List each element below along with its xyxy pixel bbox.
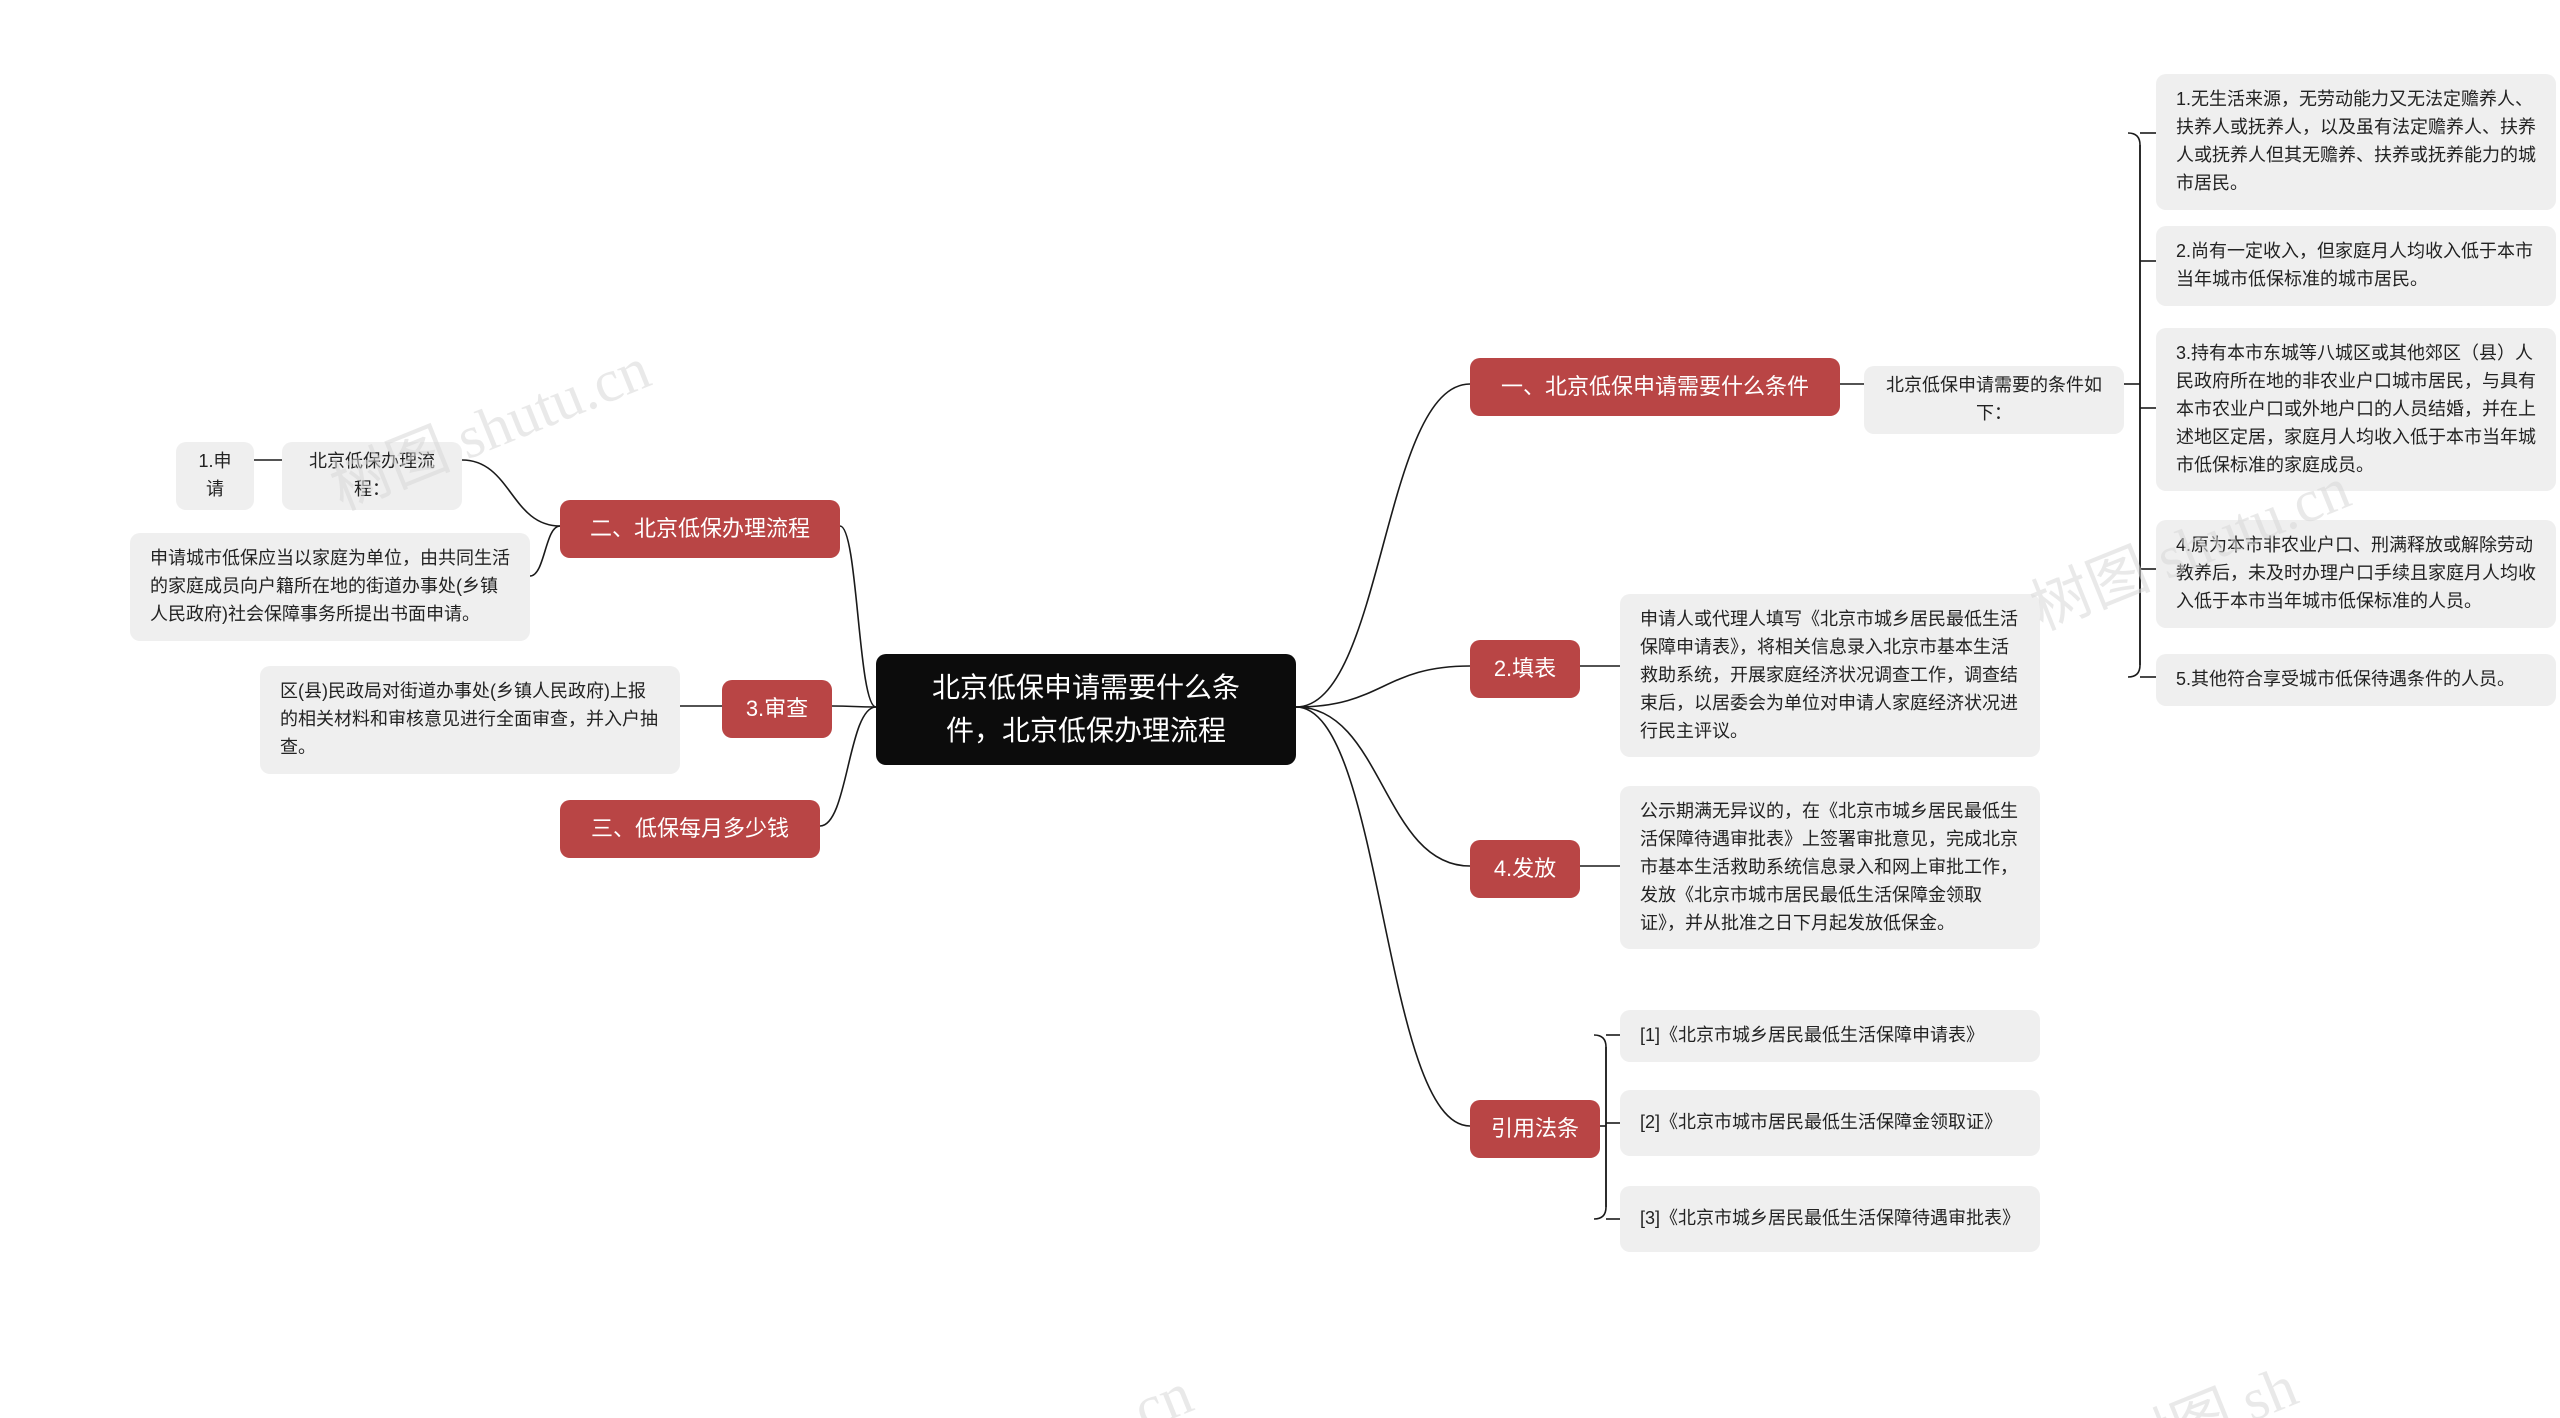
mindmap-leaf: [1]《北京市城乡居民最低生活保障申请表》: [1620, 1010, 2040, 1062]
mindmap-leaf: 申请城市低保应当以家庭为单位，由共同生活的家庭成员向户籍所在地的街道办事处(乡镇…: [130, 533, 530, 641]
mindmap-sub: 北京低保办理流程：: [282, 442, 462, 510]
mindmap-leaf: 5.其他符合享受城市低保待遇条件的人员。: [2156, 654, 2556, 706]
mindmap-branch: 2.填表: [1470, 640, 1580, 698]
mindmap-root: 北京低保申请需要什么条件，北京低保办理流程: [876, 654, 1296, 765]
mindmap-branch: 3.审查: [722, 680, 832, 738]
mindmap-leaf: 3.持有本市东城等八城区或其他郊区（县）人民政府所在地的非农业户口城市居民，与具…: [2156, 328, 2556, 491]
mindmap-branch: 引用法条: [1470, 1100, 1600, 1158]
mindmap-branch: 一、北京低保申请需要什么条件: [1470, 358, 1840, 416]
mindmap-leaf: 公示期满无异议的，在《北京市城乡居民最低生活保障待遇审批表》上签署审批意见，完成…: [1620, 786, 2040, 949]
mindmap-sub: 1.申请: [176, 442, 254, 510]
mindmap-branch: 二、北京低保办理流程: [560, 500, 840, 558]
mindmap-leaf: 申请人或代理人填写《北京市城乡居民最低生活保障申请表》，将相关信息录入北京市基本…: [1620, 594, 2040, 757]
mindmap-leaf: [3]《北京市城乡居民最低生活保障待遇审批表》: [1620, 1186, 2040, 1252]
mindmap-sub: 北京低保申请需要的条件如下：: [1864, 366, 2124, 434]
mindmap-branch: 三、低保每月多少钱: [560, 800, 820, 858]
mindmap-leaf: 1.无生活来源，无劳动能力又无法定赡养人、扶养人或抚养人，以及虽有法定赡养人、扶…: [2156, 74, 2556, 210]
mindmap-leaf: 区(县)民政局对街道办事处(乡镇人民政府)上报的相关材料和审核意见进行全面审查，…: [260, 666, 680, 774]
mindmap-leaf: [2]《北京市城市居民最低生活保障金领取证》: [1620, 1090, 2040, 1156]
watermark: 树图 sh: [2101, 1338, 2308, 1418]
mindmap-branch: 4.发放: [1470, 840, 1580, 898]
mindmap-leaf: 4.原为本市非农业户口、刑满释放或解除劳动教养后，未及时办理户口手续且家庭月人均…: [2156, 520, 2556, 628]
mindmap-leaf: 2.尚有一定收入，但家庭月人均收入低于本市当年城市低保标准的城市居民。: [2156, 226, 2556, 306]
watermark: .cn: [1110, 1359, 1202, 1418]
